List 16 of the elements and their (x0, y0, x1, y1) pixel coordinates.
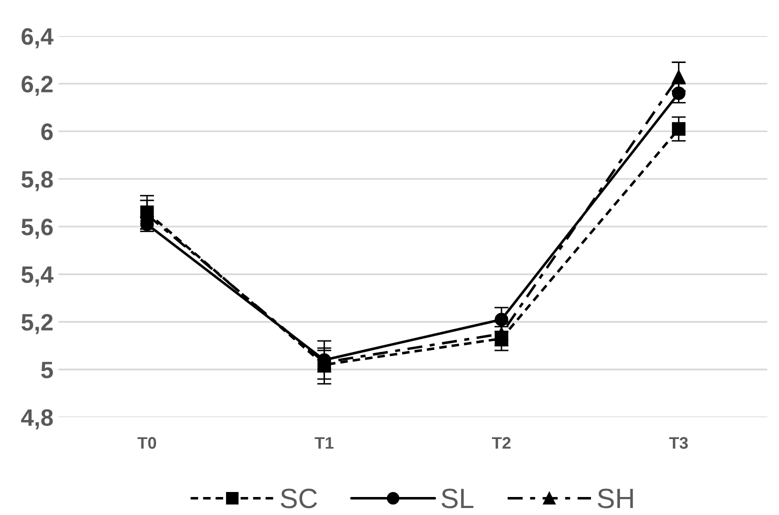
y-tick-label: 6,4 (22, 28, 54, 48)
y-tick-label: 5,6 (21, 218, 53, 239)
legend-label: SH (598, 488, 633, 508)
x-tick-label: T1 (314, 437, 334, 449)
y-tick-label: 6,2 (22, 76, 53, 96)
x-tick-label: T0 (138, 437, 156, 449)
y-tick-label: 5,2 (21, 314, 53, 334)
y-tick-label: 4,8 (21, 409, 53, 430)
y-tick-label: 5,4 (21, 266, 54, 286)
y-tick-label: 5 (41, 362, 53, 378)
x-tick-label: T2 (492, 437, 511, 449)
legend-label: SC (280, 488, 318, 508)
y-tick-label: 5,8 (21, 171, 53, 192)
y-tick-label: 6 (41, 123, 53, 140)
x-tick-label: T3 (669, 437, 688, 449)
legend-label: SL (442, 488, 474, 508)
